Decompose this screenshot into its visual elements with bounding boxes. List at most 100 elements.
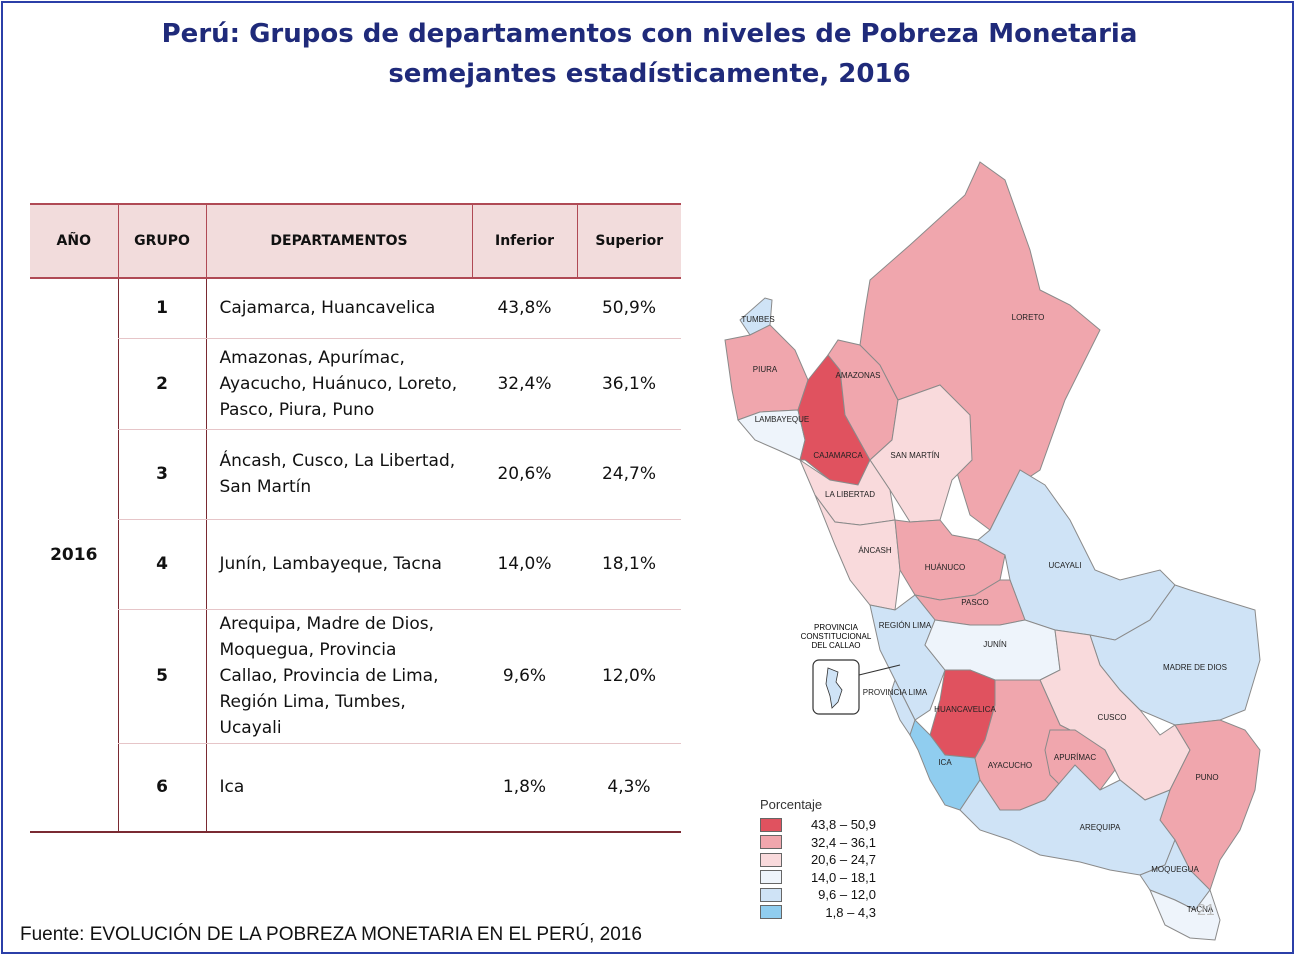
- year-cell: 2016: [30, 278, 118, 833]
- group-cell: 5: [117, 609, 206, 744]
- title-line-1: Perú: Grupos de departamentos con nivele…: [161, 19, 1138, 49]
- departments-line: Amazonas, Apurímac,: [219, 347, 405, 368]
- legend-item: 43,8 – 50,9: [760, 816, 876, 834]
- group-cell: 4: [117, 519, 206, 610]
- map-region-label: CAJAMARCA: [813, 451, 863, 460]
- departments-line: San Martín: [219, 477, 312, 497]
- map-region-label: PUNO: [1195, 773, 1218, 782]
- superior-cell: 4,3%: [577, 743, 681, 833]
- header-departments: DEPARTAMENTOS: [205, 203, 472, 279]
- legend-label: 32,4 – 36,1: [810, 834, 876, 850]
- legend-swatch: [760, 852, 782, 867]
- inferior-cell: 14,0%: [472, 519, 577, 610]
- legend-item: 32,4 – 36,1: [760, 834, 876, 852]
- legend-label: 9,6 – 12,0: [818, 887, 876, 903]
- page-number: 21: [1197, 902, 1215, 919]
- legend-swatch: [760, 817, 782, 832]
- superior-cell: 36,1%: [577, 338, 681, 430]
- legend-item: 9,6 – 12,0: [760, 886, 876, 904]
- table-row: 2 Amazonas, Apurímac, Ayacucho, Huánuco, L…: [30, 338, 681, 430]
- departments-line: Pasco, Piura, Puno: [219, 399, 375, 420]
- map-region-label: ÁNCASH: [858, 546, 892, 555]
- map-region-label: LAMBAYEQUE: [755, 415, 810, 424]
- departments-line: Ayacucho, Huánuco, Loreto,: [219, 373, 458, 394]
- legend-swatch: [760, 887, 782, 902]
- map-region: [739, 297, 773, 336]
- departments-line: Ucayali: [219, 718, 282, 738]
- map-region-label: CUSCO: [1098, 713, 1127, 722]
- title-line-2: semejantes estadísticamente, 2016: [388, 59, 911, 89]
- header-group: GRUPO: [117, 203, 206, 279]
- departments-line: Región Lima, Tumbes,: [219, 692, 406, 712]
- header-year: AÑO: [30, 203, 118, 279]
- map-region-label: UCAYALI: [1048, 561, 1081, 570]
- map-region-label: PIURA: [753, 365, 778, 374]
- superior-cell: 12,0%: [577, 609, 681, 744]
- inset-label-3: DEL CALLAO: [811, 641, 860, 650]
- peru-poverty-map: TUMBES PIURA LAMBAYEQUE CAJAMARCA AMAZONAS LO…: [724, 161, 1261, 941]
- map-region-label: ICA: [938, 758, 952, 767]
- group-cell: 3: [117, 429, 206, 520]
- map-region: [959, 764, 1176, 876]
- table-row: 2016 1 Cajamarca, Huancavelica 43,8% 50,9%: [30, 278, 681, 833]
- legend-item: 14,0 – 18,1: [760, 869, 876, 887]
- legend-item: 1,8 – 4,3: [760, 904, 876, 922]
- group-cell: 2: [117, 338, 206, 430]
- poverty-groups-table: AÑO GRUPO DEPARTAMENTOS Inferior Superio…: [30, 203, 681, 833]
- inferior-cell: 1,8%: [472, 743, 577, 833]
- legend-label: 14,0 – 18,1: [810, 869, 876, 885]
- map-region-label: AREQUIPA: [1080, 823, 1121, 832]
- map-region-label: LORETO: [1012, 313, 1045, 322]
- departments-line: Arequipa, Madre de Dios,: [219, 614, 435, 634]
- departments-cell: Cajamarca, Huancavelica: [205, 278, 472, 339]
- map-region-label: LA LIBERTAD: [825, 490, 875, 499]
- superior-cell: 50,9%: [577, 278, 681, 339]
- table-row: 5 Arequipa, Madre de Dios, Moquegua, Provi…: [30, 609, 681, 744]
- legend-label: 20,6 – 24,7: [810, 852, 876, 868]
- departments-line: Junín, Lambayeque, Tacna: [219, 554, 442, 574]
- superior-cell: 18,1%: [577, 519, 681, 610]
- source-note: Fuente: EVOLUCIÓN DE LA POBREZA MONETARI…: [20, 924, 642, 945]
- departments-line: Cajamarca, Huancavelica: [219, 298, 436, 319]
- legend-swatch: [760, 870, 782, 885]
- table-header-row: AÑO GRUPO DEPARTAMENTOS Inferior Superio…: [30, 203, 681, 279]
- map-region-label: MOQUEGUA: [1151, 865, 1199, 874]
- map-region-label: SAN MARTÍN: [890, 451, 939, 460]
- header-superior: Superior: [576, 203, 681, 279]
- map-region-label: JUNÍN: [983, 640, 1007, 649]
- table-row: 4 Junín, Lambayeque, Tacna 14,0% 18,1%: [30, 519, 681, 610]
- departments-line: Áncash, Cusco, La Libertad,: [219, 451, 456, 471]
- table-row: 3 Áncash, Cusco, La Libertad, San Martín 20…: [30, 429, 681, 520]
- departments-cell: Áncash, Cusco, La Libertad, San Martín: [205, 429, 472, 520]
- map-region-label: PROVINCIA LIMA: [863, 688, 928, 697]
- map-region: [814, 494, 901, 611]
- map-region: [1149, 888, 1221, 941]
- map-region-label: APURÍMAC: [1054, 753, 1096, 762]
- group-cell: 6: [117, 743, 206, 833]
- legend-title: Porcentaje: [760, 797, 823, 812]
- inferior-cell: 9,6%: [472, 609, 577, 744]
- inferior-cell: 43,8%: [472, 278, 577, 339]
- superior-cell: 24,7%: [577, 429, 681, 520]
- departments-cell: Junín, Lambayeque, Tacna: [205, 519, 472, 610]
- map-region-label: MADRE DE DIOS: [1163, 663, 1227, 672]
- map-region-label: HUANCAVELICA: [934, 705, 996, 714]
- legend-swatch: [760, 905, 782, 920]
- map-region-label: HUÁNUCO: [925, 563, 965, 572]
- map-region-label: PASCO: [961, 598, 988, 607]
- departments-cell: Ica: [205, 743, 472, 833]
- inferior-cell: 20,6%: [472, 429, 577, 520]
- legend-item: 20,6 – 24,7: [760, 851, 876, 869]
- header-inferior: Inferior: [471, 203, 577, 279]
- departments-line: Moquegua, Provincia: [219, 640, 397, 660]
- map-region: [889, 678, 916, 737]
- map-region-label: AMAZONAS: [836, 371, 881, 380]
- legend-label: 43,8 – 50,9: [810, 817, 876, 833]
- slide-title: Perú: Grupos de departamentos con nivele…: [0, 14, 1299, 94]
- legend-swatch: [760, 835, 782, 850]
- map-region: [859, 161, 1101, 531]
- inset-label-1: PROVINCIA: [814, 623, 859, 632]
- departments-line: Ica: [219, 777, 245, 798]
- departments-cell: Amazonas, Apurímac, Ayacucho, Huánuco, Lo…: [205, 338, 472, 430]
